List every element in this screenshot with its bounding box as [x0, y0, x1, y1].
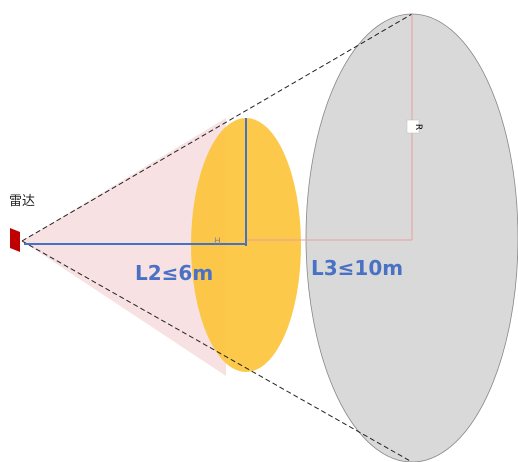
- radar-label: 雷达: [9, 194, 35, 209]
- lower-boundary-dashed-line: [21, 240, 413, 462]
- height-marker-label: H: [214, 237, 221, 247]
- upper-boundary-dashed-line: [21, 13, 413, 242]
- near-distance-label: L2≤6m: [135, 261, 213, 285]
- radius-marker-badge: [406, 119, 420, 134]
- detection-cone: [22, 118, 226, 376]
- radar-sensor-icon: [10, 228, 20, 252]
- far-distance-label: L3≤10m: [311, 256, 403, 280]
- radius-marker-label: R: [413, 124, 423, 130]
